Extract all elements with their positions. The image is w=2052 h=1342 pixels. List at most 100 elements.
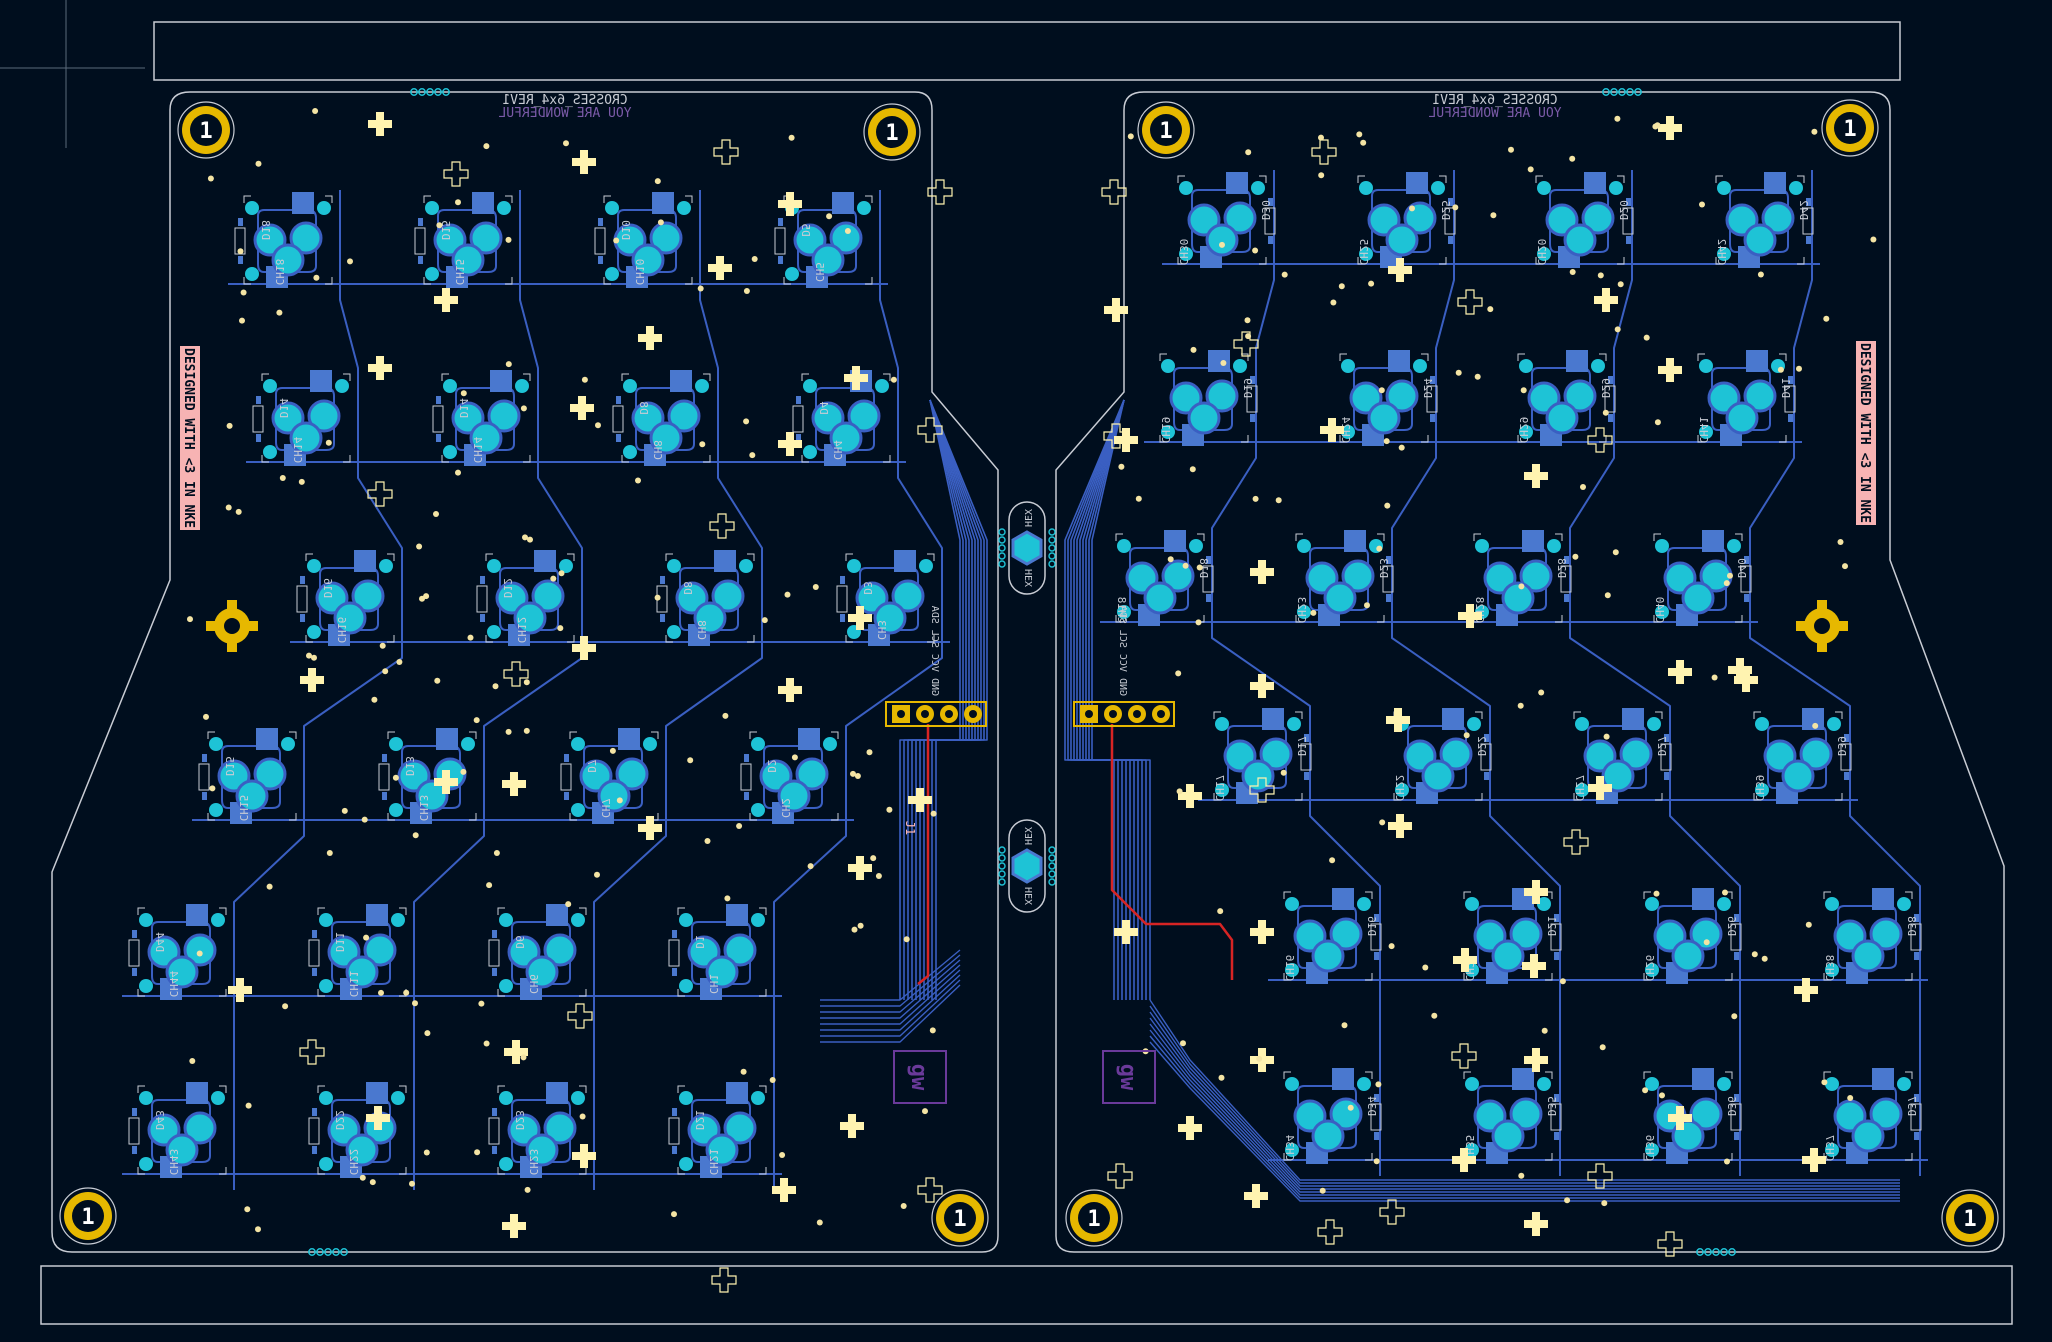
mouse-bite <box>1634 88 1642 96</box>
diode-label: D38 <box>1905 916 1918 936</box>
key-pin-hole <box>1501 581 1535 615</box>
key-small-hole <box>1467 717 1481 731</box>
right-key-switch: D36 CH36 <box>1643 1068 1742 1164</box>
key-small-hole <box>1655 539 1669 553</box>
switch-label: CH23 <box>1295 597 1308 624</box>
key-pin-hole <box>1725 401 1759 435</box>
key-smd-pad <box>472 192 494 214</box>
key-small-hole <box>667 559 681 573</box>
key-pin-hole <box>1311 1119 1345 1153</box>
key-small-hole <box>785 267 799 281</box>
key-outline-corner <box>1715 257 1723 265</box>
key-pin-hole <box>1341 559 1375 593</box>
key-pin-hole <box>1743 379 1777 413</box>
switch-label: CH26 <box>1643 955 1656 982</box>
switch-label: CH37 <box>1823 1135 1836 1162</box>
via <box>1175 670 1182 677</box>
key-pin-hole <box>1689 917 1723 951</box>
via <box>1811 128 1818 135</box>
diode-label: D20 <box>1617 200 1630 220</box>
left-i2c-connector: GND VCC SCL SDA <box>885 606 987 727</box>
via <box>1180 1040 1186 1047</box>
key-smd-pad <box>1332 888 1354 910</box>
right-key-matrix: D30 CH30 D25 CH25 D20 CH20 D42 CH42 D19 CH19 D24 CH… <box>1115 172 1922 1164</box>
key-outline-corner <box>317 907 325 915</box>
copper-trace <box>820 949 961 1001</box>
key-outline-corner <box>523 373 531 381</box>
key-pin-hole <box>1143 581 1177 615</box>
key-small-hole <box>245 267 259 281</box>
diode-label: D42 <box>1797 200 1810 220</box>
switch-label: CH13 <box>417 795 430 822</box>
switch-label: CH12 <box>515 617 528 644</box>
key-outline-corner <box>1643 973 1651 981</box>
key-smd-pad <box>1512 1068 1534 1090</box>
via <box>1837 539 1844 545</box>
key-outline-corner <box>137 989 145 997</box>
via <box>483 143 490 150</box>
switch-label: CH27 <box>1573 775 1586 802</box>
switch-label: CH22 <box>1393 775 1406 802</box>
via <box>844 228 851 234</box>
via <box>244 1206 251 1213</box>
key-outline-corner <box>749 731 757 739</box>
via <box>460 390 467 397</box>
key-pin-hole <box>847 399 881 433</box>
right-connector-pin-labels: GND VCC SCL SDA <box>1117 606 1128 696</box>
right-key-switch: D30 CH30 <box>1177 172 1276 268</box>
key-copper-outline <box>275 387 335 451</box>
key-outline-corner <box>1177 175 1185 183</box>
diode-pad <box>1608 414 1613 422</box>
right-i2c-connector: GND VCC SCL SDA <box>1073 606 1175 727</box>
key-smd-pad <box>714 550 736 572</box>
silk-cross-mark <box>711 1267 737 1293</box>
left-key-switch: D3 CH3 <box>836 550 935 646</box>
key-small-hole <box>1897 897 1911 911</box>
mount-hole: 1 <box>1821 99 1879 157</box>
key-small-hole <box>1285 897 1299 911</box>
key-small-hole <box>1537 897 1551 911</box>
via <box>857 922 864 929</box>
key-small-hole <box>571 1091 585 1105</box>
key-pin-hole <box>631 243 665 277</box>
diode-label: D23 <box>513 1110 526 1130</box>
mount-hole: 1 <box>1137 101 1195 159</box>
key-small-hole <box>1699 425 1713 439</box>
mount-hole: 1 <box>1065 1189 1123 1247</box>
key-small-hole <box>571 913 585 927</box>
key-outline-corner <box>1159 435 1167 443</box>
top-breakaway-rail <box>153 21 1901 81</box>
diode-pad <box>1914 952 1919 960</box>
key-outline-corner <box>1779 353 1787 361</box>
via <box>226 422 233 429</box>
mouse-bite <box>1048 878 1056 886</box>
key-outline-corner <box>665 635 673 643</box>
switch-label: CH16 <box>1283 955 1296 982</box>
silk-cross-mark <box>1522 954 1546 978</box>
silk-cross-mark <box>1734 668 1758 692</box>
via <box>187 616 193 623</box>
diode-pad <box>1448 236 1453 244</box>
diode-pad <box>1564 594 1569 602</box>
left-key-switch: D15 CH15 <box>198 728 297 824</box>
key-small-hole <box>1647 717 1661 731</box>
key-outline-corner <box>1779 435 1787 443</box>
diode-outline <box>1550 1103 1562 1131</box>
key-outline-corner <box>1439 175 1447 183</box>
via <box>1617 281 1624 288</box>
copper-trace <box>1391 170 1561 1176</box>
key-small-hole <box>1285 963 1299 977</box>
via <box>779 1152 786 1158</box>
key-small-hole <box>1357 1077 1371 1091</box>
diode-pad <box>598 256 603 264</box>
diode-pad <box>1806 236 1811 244</box>
via <box>239 317 245 324</box>
key-pin-hole <box>1851 939 1885 973</box>
mouse-bite-holes <box>308 88 1736 1256</box>
diode-label: D39 <box>1835 736 1848 756</box>
diode-pad <box>1430 414 1435 422</box>
key-pin-hole <box>829 221 863 255</box>
via <box>313 274 320 281</box>
diode-pad <box>1268 198 1273 206</box>
